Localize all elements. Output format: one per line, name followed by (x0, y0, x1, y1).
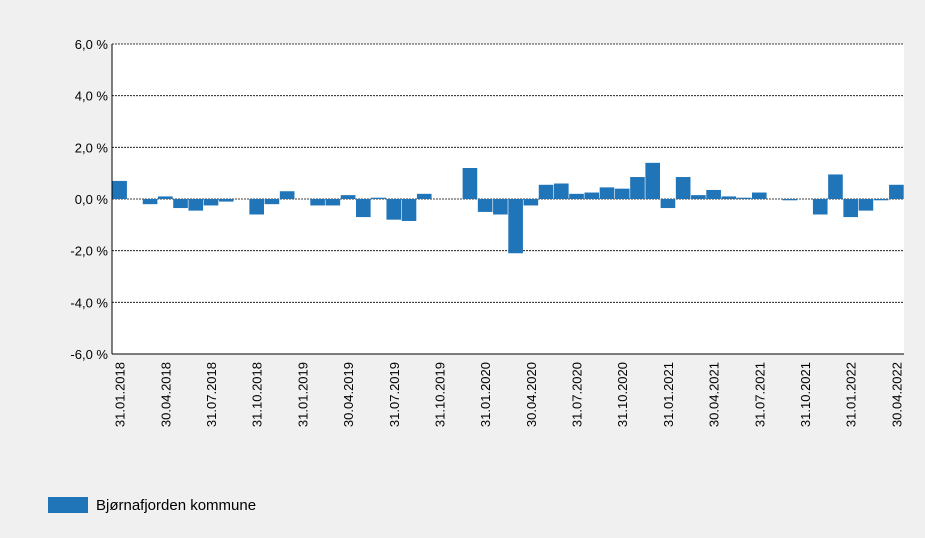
bar (523, 199, 539, 206)
bar (584, 192, 600, 199)
x-tick-label: 31.01.2018 (113, 362, 128, 427)
x-tick-label: 30.04.2022 (889, 362, 904, 427)
bar (553, 183, 569, 199)
bar (173, 199, 188, 209)
bar (614, 188, 630, 199)
bar (812, 199, 828, 215)
bar (889, 184, 904, 199)
bar (630, 177, 645, 199)
bar (477, 199, 493, 212)
bar (569, 193, 584, 199)
bar (736, 197, 752, 199)
x-tick-label: 31.10.2018 (250, 362, 265, 427)
bar (112, 180, 127, 199)
bar (218, 199, 234, 202)
bar (142, 199, 158, 205)
x-tick-label: 31.07.2019 (387, 362, 402, 427)
bar (264, 199, 280, 205)
bar (462, 168, 478, 199)
y-tick-label: -2,0 % (70, 244, 108, 259)
y-tick-label: -6,0 % (70, 347, 108, 362)
x-tick-label: 30.04.2020 (524, 362, 539, 427)
x-tick-label: 31.01.2019 (295, 362, 310, 427)
legend-swatch (48, 497, 88, 513)
x-tick-label: 31.01.2022 (844, 362, 859, 427)
x-tick-label: 31.07.2020 (570, 362, 585, 427)
bar (645, 162, 661, 199)
bar (493, 199, 508, 215)
x-tick-label: 31.10.2020 (615, 362, 630, 427)
bar (691, 195, 706, 199)
bar (538, 184, 554, 199)
bar (599, 187, 615, 199)
bar (706, 189, 721, 199)
bar (371, 197, 386, 199)
x-tick-label: 31.10.2021 (798, 362, 813, 427)
x-tick-label: 30.04.2018 (158, 362, 173, 427)
y-tick-label: 0,0 % (75, 192, 109, 207)
x-tick-label: 31.07.2021 (752, 362, 767, 427)
y-tick-label: 4,0 % (75, 89, 109, 104)
bar (340, 195, 356, 199)
y-tick-label: 2,0 % (75, 140, 109, 155)
bar (249, 199, 265, 215)
bar (751, 192, 767, 199)
bar (828, 174, 843, 199)
bar (355, 199, 371, 218)
bar (310, 199, 325, 206)
y-tick-label: 6,0 % (75, 37, 109, 52)
legend-label: Bjørnafjorden kommune (96, 497, 256, 514)
y-tick-label: -4,0 % (70, 295, 108, 310)
bar (675, 177, 691, 199)
x-tick-label: 31.07.2018 (204, 362, 219, 427)
x-tick-label: 31.01.2021 (661, 362, 676, 427)
bar (721, 196, 737, 199)
x-tick-label: 31.01.2020 (478, 362, 493, 427)
bar (782, 199, 798, 201)
x-tick-label: 30.04.2021 (707, 362, 722, 427)
bar (188, 199, 204, 211)
bar (279, 191, 295, 199)
bar (157, 196, 173, 199)
bar (203, 199, 219, 206)
bar (508, 199, 523, 254)
x-tick-label: 30.04.2019 (341, 362, 356, 427)
x-tick-label: 31.10.2019 (432, 362, 447, 427)
bar (416, 193, 432, 199)
bar (873, 199, 889, 201)
bar (843, 199, 859, 218)
bar (325, 199, 341, 206)
bar (401, 199, 417, 221)
bar (386, 199, 402, 220)
bar (858, 199, 874, 211)
bar (660, 199, 676, 209)
